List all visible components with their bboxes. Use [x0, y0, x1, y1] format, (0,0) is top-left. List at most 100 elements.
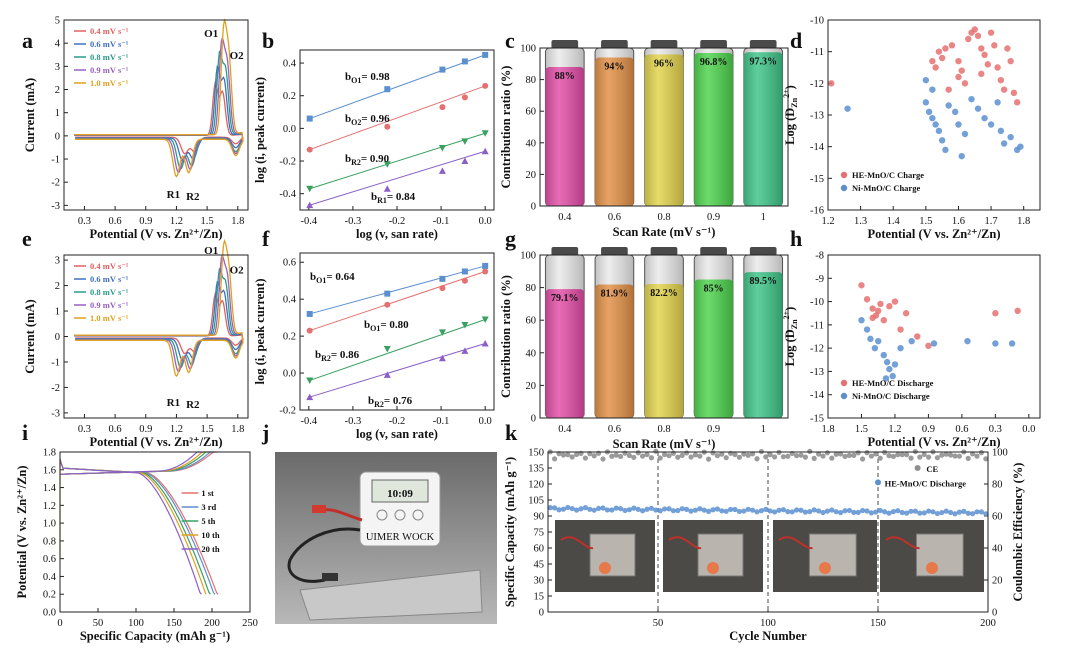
- x-axis-d-tick-label: 1.4: [887, 216, 901, 227]
- discharge-curve-3: [59, 458, 207, 595]
- capacity-point: [855, 509, 861, 515]
- ce-point: [684, 450, 690, 456]
- legend-marker-k: [875, 479, 881, 486]
- ce-point: [811, 455, 817, 461]
- capacity-point: [961, 508, 967, 514]
- capacity-point: [666, 506, 672, 512]
- data-point-d: [948, 42, 956, 49]
- ce-point: [552, 456, 558, 462]
- ce-point: [877, 455, 883, 461]
- y-axis-i-tick-label: 0.2: [43, 590, 56, 601]
- ce-point: [697, 453, 703, 459]
- x-axis-b-tick-label: -0.2: [389, 216, 406, 227]
- capacity-point: [644, 506, 650, 512]
- axes-c: [539, 47, 789, 207]
- capacity-point: [780, 507, 787, 513]
- capacity-point: [574, 507, 580, 513]
- battery-glass: [595, 48, 634, 206]
- x-tick-label-g: 0.6: [608, 424, 621, 435]
- ce-point: [838, 451, 844, 457]
- pouch-cell: [299, 569, 483, 621]
- x-label-e: Potential (V vs. Zn²⁺/Zn): [89, 435, 222, 449]
- capacity-point: [750, 507, 756, 513]
- capacity-point: [965, 510, 971, 516]
- capacity-point: [675, 507, 681, 514]
- inset-led: [819, 562, 831, 574]
- x-axis-h-tick-label: 1.8: [821, 424, 834, 435]
- ce-point: [679, 452, 685, 458]
- battery-cap: [749, 40, 777, 49]
- y-axis-c-tick-label: 0: [531, 202, 536, 213]
- x-axis-b-tick-label: -0.1: [433, 216, 450, 227]
- y-axis-e-tick-label: 1: [55, 307, 60, 318]
- ce-point: [600, 456, 606, 462]
- battery-glass: [743, 48, 783, 206]
- peak-label-e: O1: [204, 245, 218, 257]
- data-point-f: [461, 268, 468, 275]
- data-point-f: [461, 277, 468, 284]
- data-point-d: [974, 105, 982, 112]
- ce-point: [899, 452, 905, 458]
- data-point-h: [891, 298, 899, 305]
- x-axis-h-tick-label: 0.6: [955, 424, 968, 435]
- inset-pouch-cell: [589, 533, 636, 577]
- x-axis-d-tick-label: 1.3: [854, 216, 867, 227]
- chart-f: -0.4 -0.3 -0.2 -0.1 0.0 -0.2 0.0 0.2 0.4 0.6 bO1= …: [279, 258, 491, 427]
- capacity-point: [714, 506, 721, 512]
- ce-point: [613, 452, 619, 458]
- data-point-h: [886, 365, 893, 373]
- y-axis-f-tick-label: -0.2: [279, 406, 296, 417]
- data-point-h: [897, 326, 904, 333]
- y-axis-k-tick-label: 135: [528, 464, 544, 475]
- timer-button: [376, 509, 388, 521]
- y2-axis-k-tick-label: 80: [992, 480, 1003, 491]
- x-axis-b-tick-label: -0.3: [345, 216, 362, 227]
- y-axis-g-tick-label: 60: [526, 316, 537, 327]
- ce-point: [921, 451, 927, 458]
- ce-point: [618, 453, 624, 460]
- data-point-h: [858, 282, 865, 289]
- inset-wire: [885, 536, 920, 550]
- battery-glass: [694, 255, 733, 418]
- slope-label-b: bR2= 0.90: [345, 153, 390, 167]
- ce-point: [574, 451, 580, 458]
- axes-f: [299, 252, 495, 411]
- data-point-f: [482, 268, 489, 275]
- ce-point: [560, 452, 567, 458]
- y-axis-i-tick-label: 1.4: [43, 483, 57, 494]
- battery-cap: [601, 40, 628, 49]
- axes-a: [63, 19, 249, 211]
- x-label-g: Scan Rate (mV s⁻¹): [613, 437, 716, 451]
- y-axis-h-tick-label: -13: [810, 367, 824, 378]
- capacity-point: [662, 506, 668, 512]
- data-point-h: [914, 333, 921, 340]
- x-axis-d-tick-label: 1.5: [919, 216, 932, 227]
- y-axis-h-tick-label: -11: [810, 320, 824, 331]
- data-point-f: [384, 290, 391, 297]
- data-point-d: [981, 114, 988, 122]
- ce-point: [736, 454, 743, 460]
- x-axis-i-tick-label: 150: [166, 618, 182, 629]
- y-axis-e-tick-label: -1: [51, 357, 60, 368]
- panel-label-e: e: [22, 226, 32, 251]
- ce-point: [943, 451, 949, 457]
- y-axis-k-tick-label: 15: [534, 592, 545, 603]
- x-label-b: log (v, san rate): [356, 227, 438, 241]
- slope-label-b: bO1= 0.98: [345, 71, 390, 85]
- y-axis-a-tick-label: 0: [55, 131, 60, 142]
- data-point-d: [938, 137, 946, 144]
- x-axis-i-tick-label: 0: [57, 618, 62, 629]
- legend-label-i: 10 th: [201, 530, 219, 540]
- data-point-d: [987, 29, 995, 36]
- capacity-point: [789, 509, 795, 515]
- capacity-point: [618, 506, 624, 512]
- capacity-point: [838, 509, 844, 516]
- data-point-h: [875, 337, 882, 345]
- y-axis-d-tick-label: -11: [810, 47, 824, 58]
- fit-line-f: [309, 343, 486, 398]
- y-axis-g-tick-label: 100: [520, 251, 536, 262]
- data-point-h: [880, 317, 887, 324]
- data-point-f: [438, 354, 446, 362]
- x-axis-h-tick-label: 1.5: [855, 424, 868, 435]
